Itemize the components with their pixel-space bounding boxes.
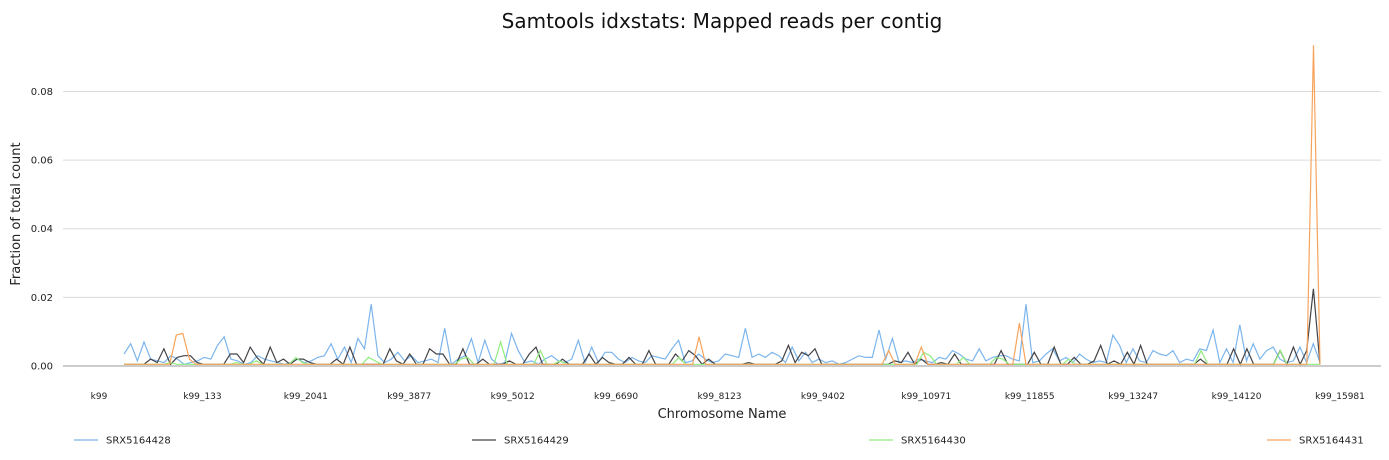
series-lines: [123, 45, 1321, 366]
x-category-label: k99_9402: [801, 392, 845, 402]
legend-label: SRX5164431: [1299, 436, 1364, 447]
x-axis-label: Chromosome Name: [658, 407, 787, 422]
x-category-label: k99_5012: [491, 392, 535, 402]
x-category-label: k99_133: [183, 392, 221, 402]
x-category-label: k99_6690: [594, 392, 638, 402]
y-tick-label: 0.02: [31, 293, 53, 304]
x-category-label: k99: [91, 392, 108, 402]
x-category-label: k99_2041: [284, 392, 328, 402]
x-category-label: k99_11855: [1005, 392, 1055, 402]
y-axis-label: Fraction of total count: [9, 142, 24, 285]
chart-title: Samtools idxstats: Mapped reads per cont…: [502, 9, 943, 33]
series-line-SRX5164431: [124, 45, 1321, 365]
legend-label: SRX5164428: [106, 436, 171, 447]
y-axis-ticks: 0.00 0.02 0.04 0.06 0.08: [31, 87, 53, 373]
legend-item[interactable]: SRX5164429: [472, 436, 569, 447]
series-line-SRX5164428: [123, 304, 1321, 366]
y-tick-label: 0.04: [31, 224, 53, 235]
legend-item[interactable]: SRX5164431: [1267, 436, 1364, 447]
grid-lines: [63, 90, 1381, 298]
legend-item[interactable]: SRX5164430: [869, 436, 966, 447]
legend-item[interactable]: SRX5164428: [74, 436, 171, 447]
legend-label: SRX5164429: [504, 436, 569, 447]
y-tick-label: 0.00: [31, 362, 53, 373]
x-category-label: k99_10971: [901, 392, 951, 402]
y-tick-label: 0.08: [31, 87, 53, 98]
series-line-SRX5164429: [124, 288, 1321, 366]
legend-label: SRX5164430: [901, 436, 966, 447]
x-category-label: k99_3877: [387, 392, 431, 402]
y-tick-label: 0.06: [31, 156, 53, 167]
legend: SRX5164428 SRX5164429 SRX5164430 SRX5164431: [74, 436, 1364, 447]
x-category-label: k99_14120: [1212, 392, 1262, 402]
x-axis-category-labels: k99 k99_133 k99_2041 k99_3877 k99_5012 k99_66…: [91, 392, 1365, 402]
x-category-label: k99_8123: [697, 392, 741, 402]
x-category-label: k99_15981: [1315, 392, 1365, 402]
x-category-label: k99_13247: [1108, 392, 1158, 402]
